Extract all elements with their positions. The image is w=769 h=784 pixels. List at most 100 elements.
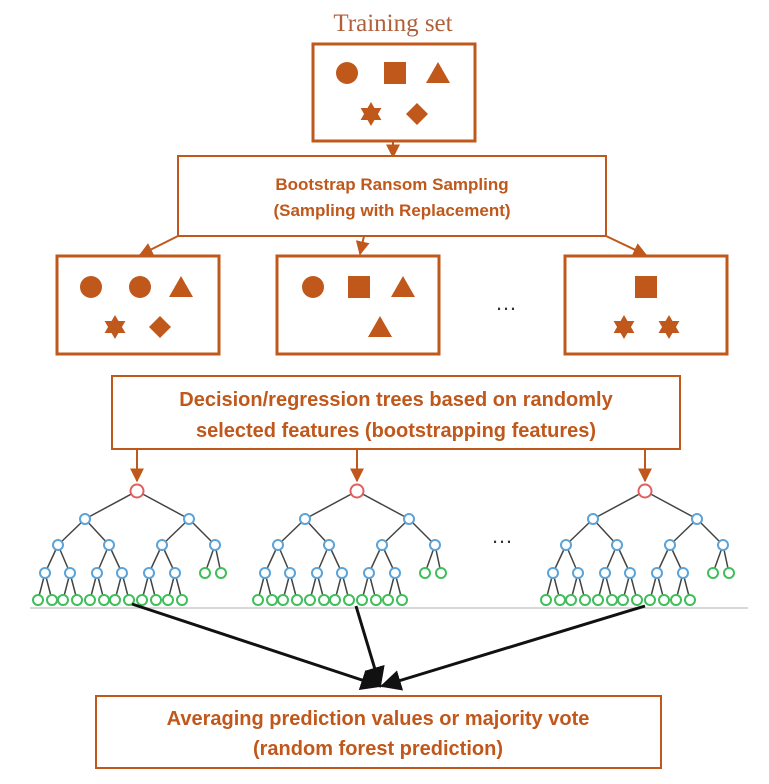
tree-leaf-node [658,594,670,606]
tree-leaf-node [109,594,121,606]
triangle-icon [426,62,450,83]
tree-leaf-node [98,594,110,606]
triangle-icon [391,276,415,297]
star-icon [104,315,126,339]
result-line1: Averaging prediction values or majority … [167,708,590,730]
tree-leaf-node [617,594,629,606]
tree-leaf-node [291,594,303,606]
diamond-icon [406,103,428,125]
tree-inner-node [323,539,335,551]
training-set-title: Training set [333,10,452,37]
sample-2-shapes [302,276,415,337]
tree-leaf-node [565,594,577,606]
tree-inner-node [311,567,323,579]
triangle-icon [169,276,193,297]
tree-inner-node [336,567,348,579]
tree-inner-node [299,513,311,525]
tree-inner-node [651,567,663,579]
bootstrap-to-sample-3-arrow [605,235,648,256]
tree-leaf-node [215,567,227,579]
tree-nodes [540,483,735,606]
tree-leaf-node [382,594,394,606]
tree-1-to-result-arrow [131,602,382,691]
tree-leaf-node [136,594,148,606]
star-icon [613,315,635,339]
tree-3-to-result-arrow [379,604,646,691]
tree-root-node [129,483,145,499]
sample-1-shapes [80,276,193,339]
tree-leaf-node [57,594,69,606]
bootstrap-line2: (Sampling with Replacement) [273,201,510,220]
tree-inner-node [64,567,76,579]
sample-3-shapes [613,276,680,339]
tree-inner-node [717,539,729,551]
tree-inner-node [156,539,168,551]
tree-inner-node [572,567,584,579]
tree-edges [545,490,730,601]
square-icon [348,276,370,298]
tree-inner-node [560,539,572,551]
tree-inner-node [664,539,676,551]
tree-leaf-node [46,594,58,606]
tree-leaf-node [370,594,382,606]
circle-icon [129,276,151,298]
bootstrap-line1: Bootstrap Ransom Sampling [275,175,508,194]
tree-leaf-node [162,594,174,606]
bootstrap-to-sample-1-arrow [138,235,179,256]
tree-leaf-node [252,594,264,606]
tree-inner-node [429,539,441,551]
tree-leaf-node [84,594,96,606]
tree-leaf-node [554,594,566,606]
tree-leaf-node [396,594,408,606]
square-icon [635,276,657,298]
sample-box-2 [275,254,441,356]
trees-box-line2: selected features (bootstrapping feature… [196,420,596,442]
tree-leaf-node [71,594,83,606]
tree-2-to-result-arrow [354,605,385,689]
tree-leaf-node [329,594,341,606]
tree-inner-node [376,539,388,551]
tree-edges [257,490,442,601]
circle-icon [80,276,102,298]
tree-inner-node [52,539,64,551]
circle-icon [336,62,358,84]
tree-inner-node [183,513,195,525]
tree-inner-node [116,567,128,579]
tree-root-node [637,483,653,499]
tree-inner-node [587,513,599,525]
tree-leaf-node [318,594,330,606]
trees-ellipsis: … [491,523,513,548]
tree-inner-node [103,539,115,551]
star-icon [658,315,680,339]
result-box: Averaging prediction values or majority … [95,695,662,769]
tree-leaf-node [176,594,188,606]
training-set-box [311,42,477,143]
tree-leaf-node [266,594,278,606]
tree-inner-node [259,567,271,579]
tree-inner-node [677,567,689,579]
tree-inner-node [389,567,401,579]
tree-inner-node [284,567,296,579]
tree-leaf-node [606,594,618,606]
tree-leaf-node [343,594,355,606]
decision-tree-2 [252,483,447,606]
tree-inner-node [403,513,415,525]
tree-leaf-node [150,594,162,606]
trees-box: Decision/regression trees based on rando… [111,375,681,450]
diamond-icon [149,316,171,338]
samples-ellipsis: … [495,290,517,315]
trees-box-line1: Decision/regression trees based on rando… [179,389,613,411]
tree-leaf-node [356,594,368,606]
tree-inner-node [599,567,611,579]
tree-leaf-node [304,594,316,606]
tree-leaf-node [199,567,211,579]
tree-inner-node [209,539,221,551]
square-icon [384,62,406,84]
tree-leaf-node [277,594,289,606]
tree-leaf-node [540,594,552,606]
tree-inner-node [363,567,375,579]
sample-box-1 [55,254,221,356]
decision-tree-1 [32,483,227,606]
tree-leaf-node [123,594,135,606]
